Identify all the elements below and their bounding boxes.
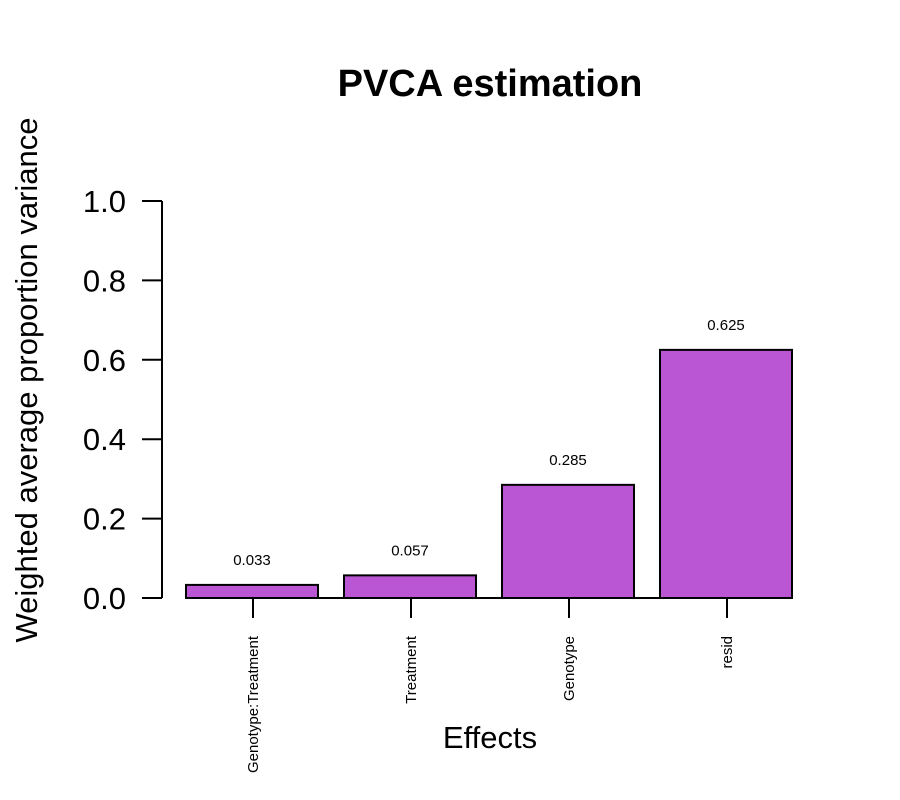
x-tick-label: resid bbox=[719, 636, 736, 669]
y-axis-label: Weighted average proportion variance bbox=[9, 117, 44, 642]
y-tick-label: 1.0 bbox=[83, 184, 126, 219]
bar-value-label: 0.625 bbox=[707, 317, 745, 334]
bar-value-label: 0.057 bbox=[391, 542, 429, 559]
bar-value-label: 0.033 bbox=[233, 552, 271, 569]
bar bbox=[659, 348, 793, 599]
y-tick-label: 0.0 bbox=[83, 581, 126, 616]
y-tick-label: 0.4 bbox=[83, 422, 126, 457]
bar bbox=[185, 583, 319, 599]
x-tick-label: Genotype:Treatment bbox=[245, 635, 262, 773]
bar-value-label: 0.285 bbox=[549, 452, 587, 469]
x-tick-label: Treatment bbox=[403, 635, 420, 704]
y-tick-label: 0.2 bbox=[83, 502, 126, 537]
y-tick-label: 0.8 bbox=[83, 263, 126, 298]
y-axis: 0.0 0.2 0.4 0.6 0.8 1.0 bbox=[83, 184, 163, 616]
x-tick-label: Genotype bbox=[561, 636, 578, 701]
bar bbox=[343, 574, 477, 599]
y-tick-label: 0.6 bbox=[83, 343, 126, 378]
bar bbox=[501, 483, 635, 600]
bars-group: 0.033 0.057 0.285 0.625 bbox=[185, 317, 793, 600]
x-axis-label: Effects bbox=[443, 720, 537, 755]
chart-title: PVCA estimation bbox=[338, 63, 643, 105]
x-axis: Genotype:Treatment Treatment Genotype resid bbox=[245, 597, 736, 773]
